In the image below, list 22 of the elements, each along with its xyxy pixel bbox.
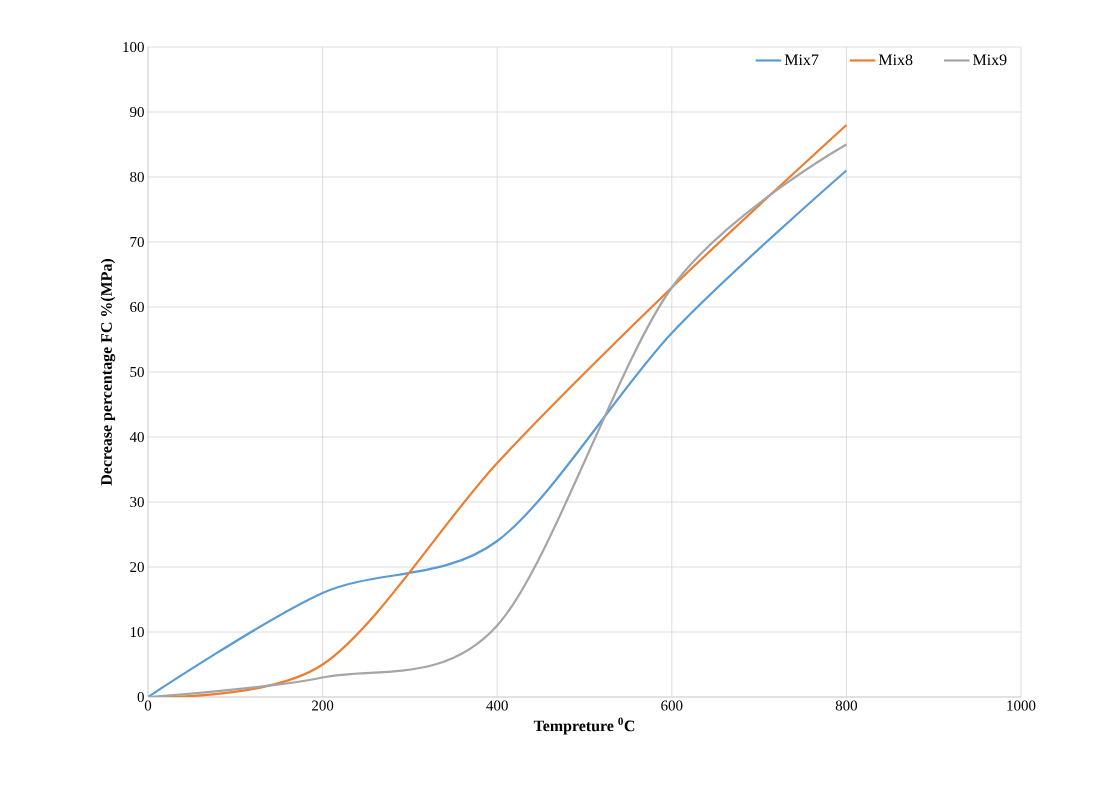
y-tick-label: 40 <box>129 431 144 443</box>
x-tick-label: 200 <box>312 700 334 711</box>
x-tick-label: 800 <box>835 700 858 711</box>
x-tick-label: 0 <box>144 700 152 711</box>
x-axis-title: Tempreture $^{0}$C <box>533 717 635 735</box>
y-tick-label: 0 <box>137 691 144 703</box>
y-tick-label: 80 <box>130 171 144 183</box>
y-tick-label: 20 <box>130 561 144 573</box>
y-tick-label: 30 <box>130 496 144 508</box>
x-tick-label: 1000 <box>1007 700 1036 711</box>
y-tick-label: 50 <box>130 366 144 378</box>
y-tick-label: 90 <box>130 106 144 118</box>
y-tick-label: 70 <box>130 236 144 248</box>
y-tick-label: 100 <box>123 41 144 53</box>
x-tick-label: 600 <box>661 700 683 711</box>
y-axis-title: Decrease percentage FC %(MPa) <box>100 259 116 486</box>
y-tick-label: 60 <box>130 301 144 313</box>
y-tick-label: 10 <box>130 626 144 638</box>
legend-label: Mix8 <box>878 54 913 66</box>
x-tick-label: 400 <box>486 700 508 711</box>
legend-label: Mix9 <box>973 54 1007 66</box>
legend-label: Mix7 <box>784 54 819 66</box>
